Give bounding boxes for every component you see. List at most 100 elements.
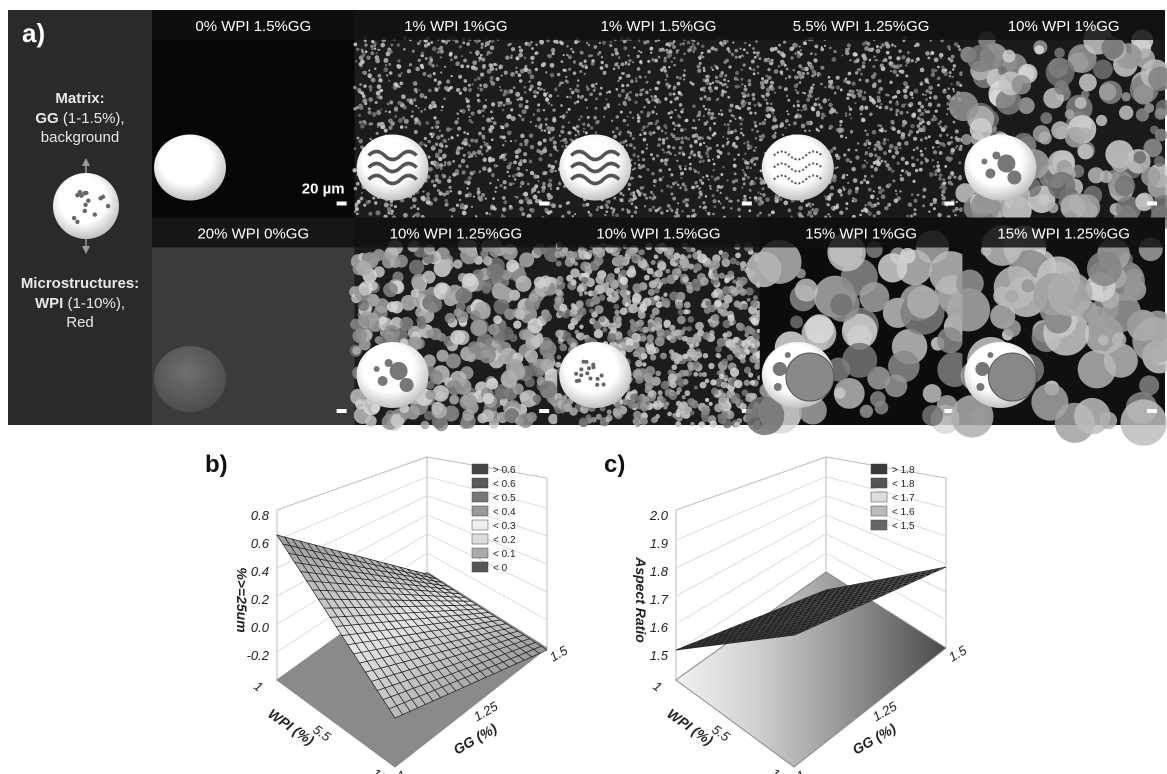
droplet (423, 143, 425, 145)
droplet (359, 120, 363, 124)
droplet (466, 187, 468, 189)
droplet (626, 290, 631, 295)
droplet (941, 69, 946, 74)
droplet (431, 403, 446, 418)
droplet (611, 211, 614, 214)
droplet (655, 98, 659, 102)
droplet (561, 215, 564, 218)
droplet (390, 203, 393, 206)
droplet (485, 197, 488, 200)
droplet (884, 130, 887, 133)
droplet (355, 60, 357, 62)
droplet (864, 130, 866, 132)
droplet (552, 118, 556, 122)
droplet (895, 150, 899, 154)
droplet (577, 79, 579, 81)
droplet (506, 115, 510, 119)
droplet (490, 110, 493, 113)
droplet (376, 210, 381, 215)
droplet (677, 184, 680, 187)
droplet (699, 206, 701, 208)
droplet (432, 47, 437, 52)
droplet (464, 79, 468, 83)
droplet (424, 96, 427, 99)
droplet (515, 173, 518, 176)
droplet (952, 68, 954, 70)
droplet (860, 113, 862, 115)
droplet (835, 154, 839, 158)
droplet (734, 129, 738, 133)
droplet (695, 342, 699, 346)
droplet (498, 354, 508, 364)
droplet (678, 49, 680, 51)
droplet (588, 250, 593, 255)
icon-drop (588, 377, 592, 381)
droplet (684, 406, 692, 414)
droplet (671, 364, 677, 370)
droplet (722, 286, 731, 295)
droplet (466, 165, 469, 168)
droplet (795, 278, 818, 301)
droplet (661, 355, 666, 360)
droplet (641, 164, 645, 168)
gg-tick-label: 1 (395, 767, 409, 774)
droplet (510, 55, 512, 57)
droplet (765, 74, 768, 77)
droplet (437, 180, 441, 184)
droplet (595, 131, 598, 134)
droplet (624, 103, 627, 106)
droplet (456, 88, 460, 92)
droplet (516, 98, 519, 101)
droplet (967, 45, 994, 72)
droplet (518, 413, 533, 428)
droplet (510, 72, 515, 77)
droplet (527, 70, 532, 75)
droplet (537, 141, 542, 146)
droplet (737, 208, 741, 212)
droplet (400, 102, 403, 105)
droplet (614, 268, 620, 274)
droplet (510, 140, 512, 142)
droplet (930, 40, 932, 42)
droplet (680, 177, 682, 179)
droplet (753, 333, 760, 340)
droplet (722, 206, 725, 209)
tile: 10% WPI 1.5%GG (553, 218, 764, 430)
droplet (900, 174, 902, 176)
droplet (403, 105, 407, 109)
icon (559, 135, 631, 201)
droplet (705, 75, 708, 78)
droplet (693, 47, 696, 50)
droplet (441, 105, 444, 108)
droplet (734, 422, 740, 428)
droplet (849, 108, 852, 111)
droplet (847, 148, 850, 151)
droplet (612, 214, 614, 216)
droplet (639, 133, 642, 136)
droplet (667, 204, 671, 208)
icon (154, 346, 226, 412)
droplet (515, 150, 519, 154)
droplet (707, 81, 709, 83)
droplet (650, 52, 652, 54)
droplet (836, 76, 840, 80)
droplet (573, 127, 576, 130)
droplet (460, 64, 464, 68)
droplet (658, 249, 663, 254)
panel-label: a) (22, 18, 45, 48)
droplet (586, 203, 590, 207)
droplet (931, 52, 934, 55)
droplet (639, 76, 642, 79)
droplet (499, 184, 502, 187)
tile: 15% WPI 1%GG (745, 218, 978, 436)
droplet (828, 103, 832, 107)
droplet (556, 297, 562, 303)
droplet (861, 118, 865, 122)
tile: 1% WPI 1%GG (352, 10, 558, 220)
droplet (681, 210, 683, 212)
droplet (604, 214, 606, 216)
droplet (869, 113, 872, 116)
droplet (654, 278, 660, 284)
droplet (814, 71, 817, 74)
droplet (614, 63, 618, 67)
